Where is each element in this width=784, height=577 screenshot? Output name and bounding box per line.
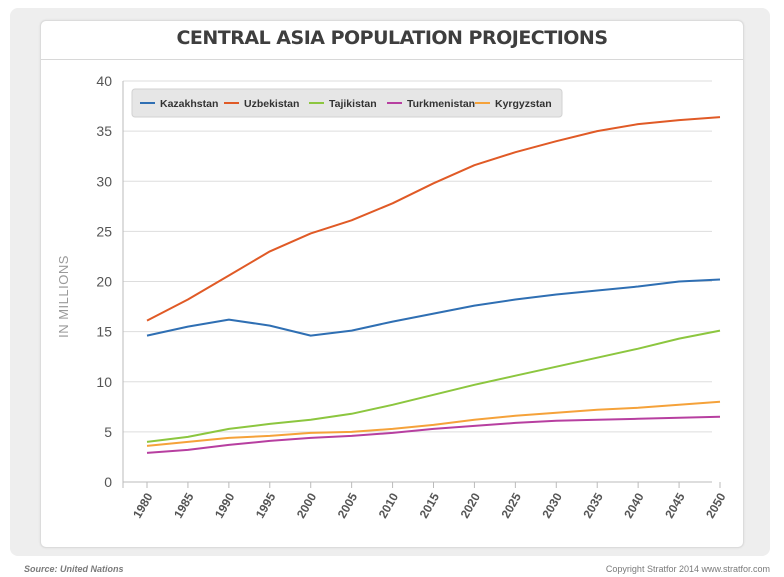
legend: Kazakhstan Uzbekistan Tajikistan Turkmenist…: [131, 88, 563, 118]
series-line-kyrgyzstan: [146, 400, 721, 447]
legend-label-tajikistan: Tajikistan: [329, 98, 377, 110]
series-line-turkmenistan: [146, 415, 721, 454]
y-tick-label: 0: [104, 474, 112, 490]
series-line-uzbekistan: [146, 116, 721, 322]
x-tick-label: 2000: [294, 490, 320, 520]
series-line-tajikistan: [146, 329, 721, 443]
chart-title: CENTRAL ASIA POPULATION PROJECTIONS: [176, 27, 608, 49]
series-lines: [146, 116, 721, 454]
title-divider: [41, 59, 743, 60]
x-tick-label: 2035: [580, 490, 606, 520]
x-tick-label: 2005: [335, 490, 361, 520]
x-tick-label: 2040: [621, 490, 647, 520]
x-tick-label: 2010: [376, 490, 402, 520]
y-tick-label: 30: [96, 173, 112, 189]
y-tick-label: 35: [96, 123, 112, 139]
x-tick-label: 2015: [417, 490, 443, 520]
x-tick-label: 2025: [498, 490, 524, 520]
x-tick-label: 2050: [703, 490, 729, 520]
x-tick-label: 1980: [130, 490, 156, 520]
x-tick-label: 2045: [662, 490, 688, 520]
legend-box: [131, 88, 563, 118]
series-line-kazakhstan: [146, 278, 721, 337]
y-tick-label: 5: [104, 424, 112, 440]
y-tick-label: 40: [96, 73, 112, 89]
x-tick-label: 2030: [539, 490, 565, 520]
x-tick-label: 2020: [458, 490, 484, 520]
x-tick-label: 1985: [171, 490, 197, 520]
y-tick-label: 25: [96, 223, 112, 239]
y-axis-label: IN MILLIONS: [56, 255, 71, 338]
copyright-note: Copyright Stratfor 2014 www.stratfor.com: [605, 564, 770, 574]
legend-label-kyrgyzstan: Kyrgyzstan: [495, 98, 552, 110]
legend-label-kazakhstan: Kazakhstan: [160, 98, 218, 110]
x-tick-label: 1995: [253, 490, 279, 520]
legend-label-turkmenistan: Turkmenistan: [407, 98, 475, 110]
y-tick-label: 20: [96, 274, 112, 290]
y-tick-label: 15: [96, 324, 112, 340]
source-note: Source: United Nations: [24, 564, 124, 574]
legend-label-uzbekistan: Uzbekistan: [244, 98, 299, 110]
y-tick-label: 10: [96, 374, 112, 390]
gridlines: [123, 80, 712, 483]
x-tick-label: 1990: [212, 490, 238, 520]
